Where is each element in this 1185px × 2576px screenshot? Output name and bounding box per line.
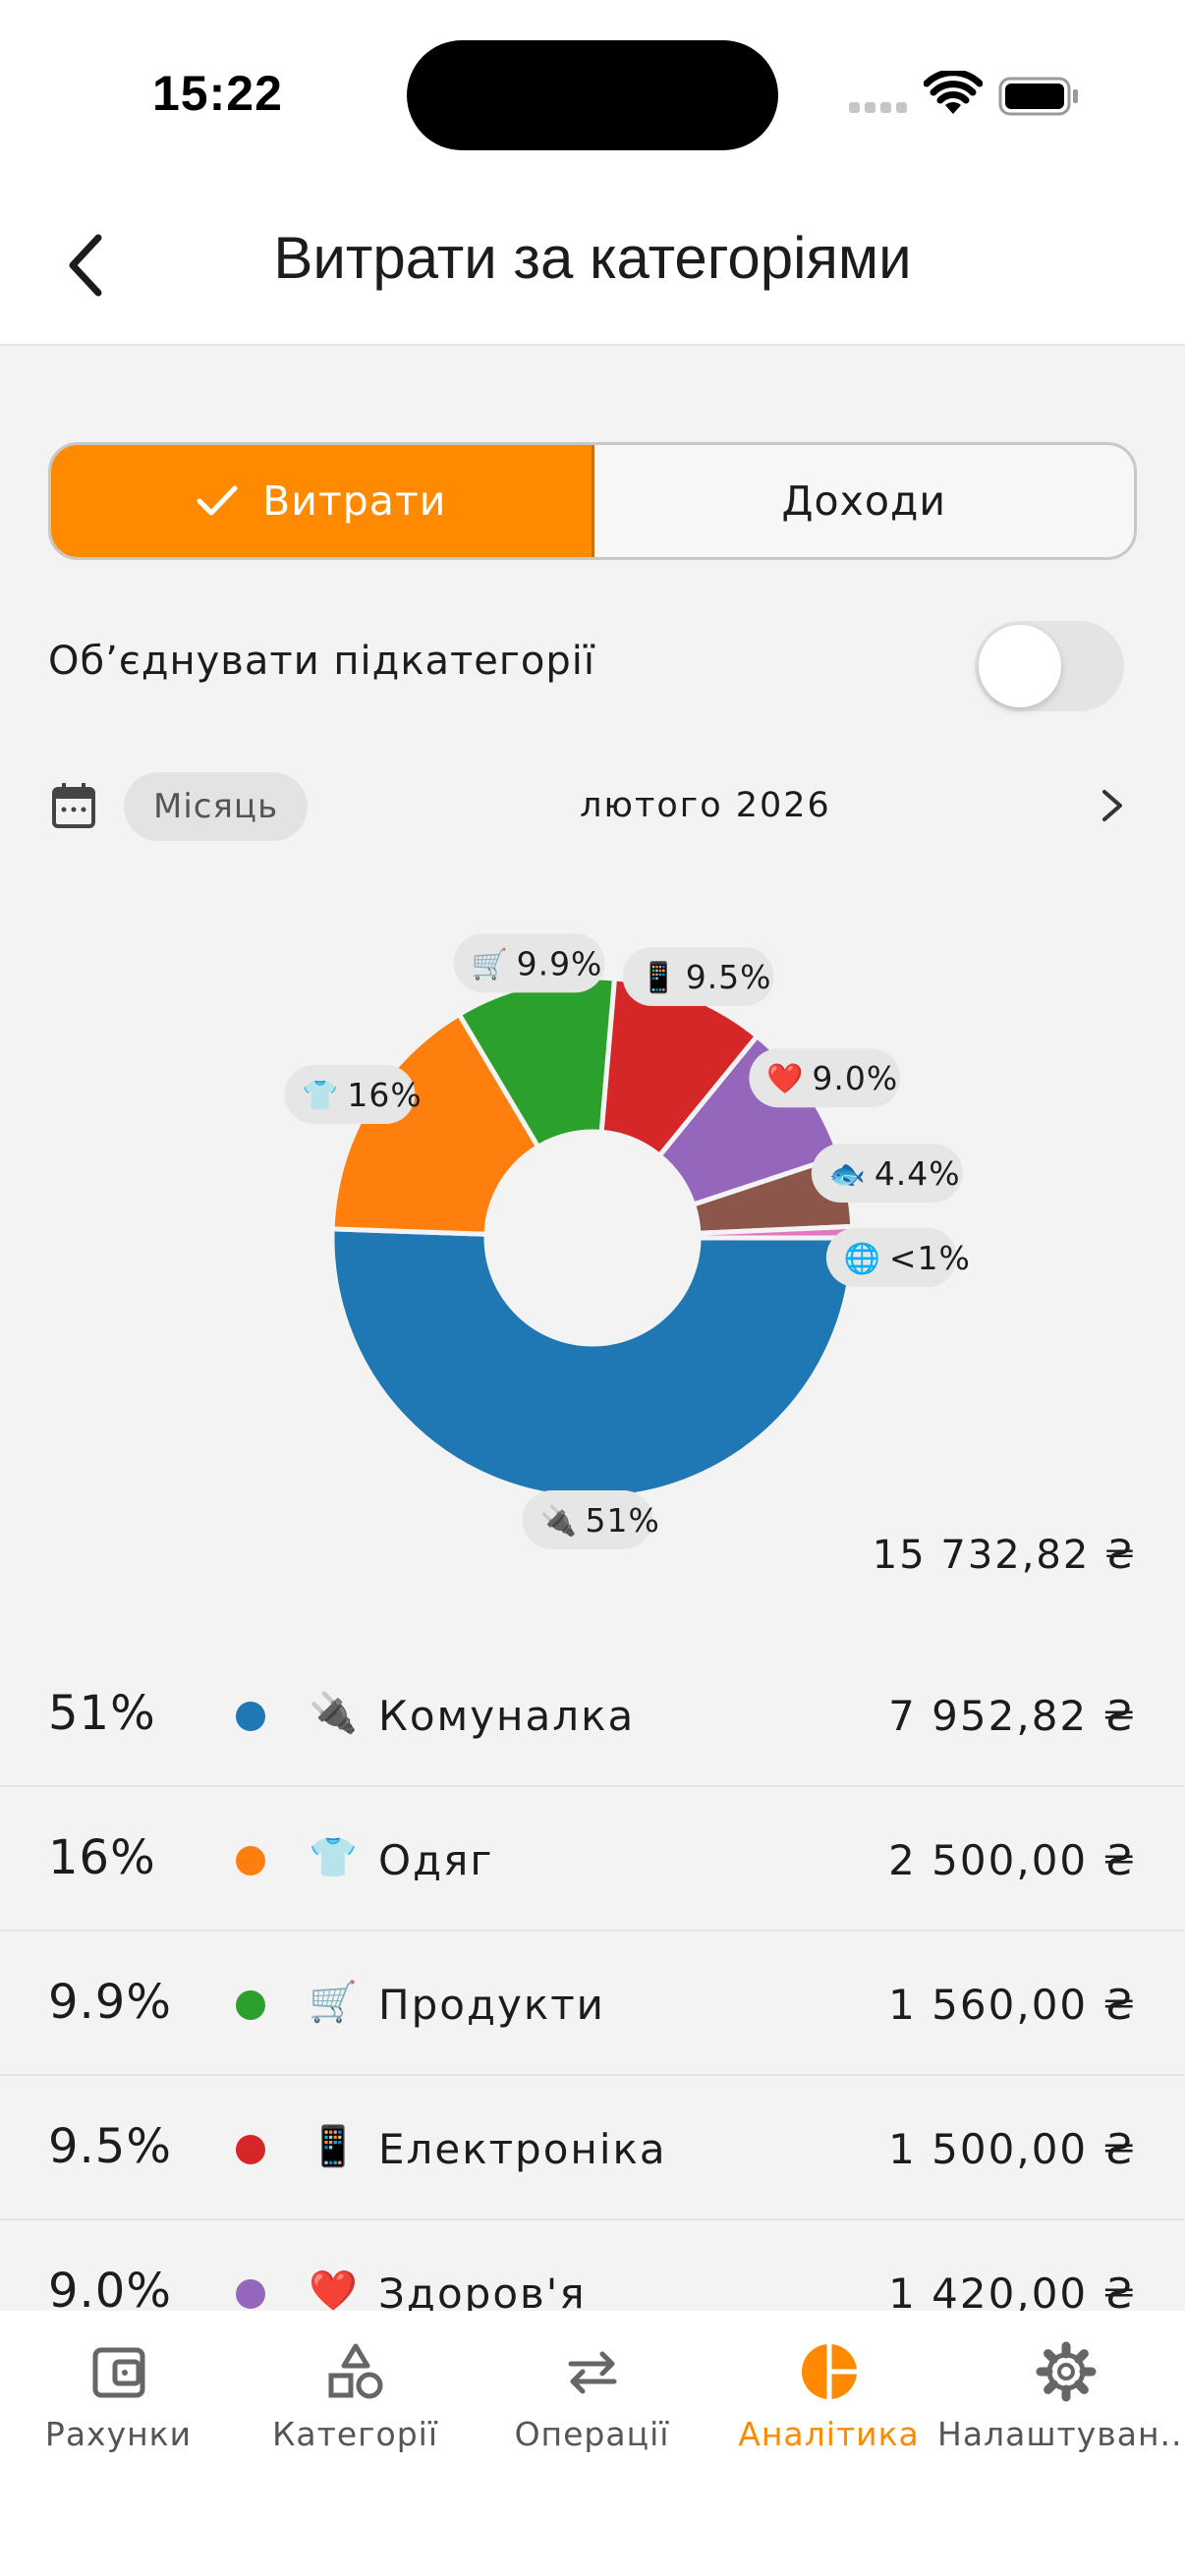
list-item-name: Одяг [378,1836,494,1884]
list-item-name: Продукти [378,1981,605,2029]
slice-label-icon: 📱 [641,960,677,995]
dynamic-island [407,40,778,150]
tab-categories-label: Категорії [272,2415,438,2453]
list-item-color-dot [236,1846,265,1876]
slice-label-icon: 👕 [302,1079,338,1113]
list-item-amount: 7 952,82 ₴ [888,1692,1137,1740]
gear-icon [1036,2341,1096,2402]
segment-expenses-label: Витрати [262,477,447,525]
slice-label-text: 9.5% [686,958,772,996]
slice-label-icon: 🌐 [844,1241,880,1276]
list-item[interactable]: 16% 👕 Одяг 2 500,00 ₴ [0,1787,1185,1932]
slice-label: 🔌 51% [522,1489,660,1549]
list-item-name: Комуналка [378,1692,636,1740]
tshirt-icon: 👕 [309,1835,358,1880]
slice-label-icon: 🐟 [829,1157,866,1192]
list-item-percent: 9.5% [48,2119,172,2174]
list-item-percent: 16% [48,1830,156,1885]
status-bar: 15:22 [0,0,1185,187]
pie-chart-icon [801,2344,857,2399]
slice-label: 🐟 4.4% [811,1144,963,1204]
list-item[interactable]: 9.9% 🛒 Продукти 1 560,00 ₴ [0,1932,1185,2076]
list-item[interactable]: 9.5% 📱 Електроніка 1 500,00 ₴ [0,2076,1185,2220]
category-list: 51% 🔌 Комуналка 7 952,82 ₴ 16% 👕 Одяг 2 … [0,1643,1185,2365]
period-label: лютого 2026 [580,786,831,825]
shapes-icon [328,2343,382,2399]
slice-label: ❤️ 9.0% [749,1048,901,1108]
tab-settings[interactable]: Налаштуван... [937,2311,1185,2478]
list-item-color-dot [236,1990,265,2020]
period-selector: Місяць лютого 2026 [0,766,1185,845]
list-item-name: Електроніка [378,2125,667,2173]
pie-slice[interactable] [455,975,618,1150]
list-item-percent: 51% [48,1686,156,1741]
checkmark-icon [197,485,238,516]
type-segmented-control: Витрати Доходи [48,442,1137,560]
wallet-icon [92,2347,144,2398]
list-item-amount: 1 500,00 ₴ [888,2125,1137,2173]
toggle-knob [979,625,1061,707]
tab-settings-label: Налаштуван... [937,2415,1185,2453]
segment-income-label: Доходи [781,477,946,525]
period-mode-chip[interactable]: Місяць [124,772,309,841]
slice-label-icon: ❤️ [766,1062,804,1096]
page-title: Витрати за категоріями [273,225,912,291]
transfer-arrows-icon [568,2351,616,2394]
cellular-signal-icon [849,102,908,116]
slice-label: 🌐 <1% [825,1227,971,1287]
slice-label-text: 4.4% [875,1154,961,1193]
list-item-color-dot [236,1702,265,1731]
slice-label-icon: 🔌 [540,1503,577,1539]
chevron-left-icon[interactable] [51,226,120,305]
list-item-color-dot [236,2135,265,2164]
slice-label-text: 9.9% [517,944,603,982]
slice-label-icon: 🛒 [472,946,508,981]
tab-analytics[interactable]: Аналітика [710,2311,947,2478]
navigation-bar: Витрати за категоріями [0,187,1185,346]
tab-accounts[interactable]: Рахунки [0,2311,237,2478]
chart-total: 15 732,82 ₴ [872,1533,1137,1578]
plug-icon: 🔌 [309,1691,358,1736]
slice-label-text: <1% [889,1239,971,1277]
list-item-amount: 1 420,00 ₴ [888,2269,1137,2318]
tab-categories[interactable]: Категорії [237,2311,474,2478]
list-item-color-dot [236,2279,265,2309]
shopping-cart-icon: 🛒 [309,1980,358,2025]
tab-operations[interactable]: Операції [474,2311,710,2478]
list-item-amount: 2 500,00 ₴ [888,1836,1137,1884]
wifi-icon [924,71,983,114]
tab-operations-label: Операції [514,2415,670,2453]
slice-label: 📱 9.5% [622,946,774,1006]
slice-label: 👕 16% [284,1064,422,1124]
battery-icon [998,77,1078,116]
list-item-name: Здоров'я [378,2269,587,2318]
pie-slice[interactable] [329,1010,542,1237]
list-item-percent: 9.9% [48,1975,172,2030]
slice-label-text: 9.0% [812,1059,898,1097]
segment-expenses[interactable]: Витрати [51,445,594,557]
pie-slice[interactable] [329,1226,856,1501]
mobile-phone-icon: 📱 [309,2124,358,2169]
tab-accounts-label: Рахунки [44,2415,193,2453]
merge-subcategories-toggle[interactable] [975,621,1124,711]
status-time: 15:22 [152,66,283,121]
category-donut-chart: 🔌 51% 👕 16% 🛒 9.9% 📱 9.5% ❤️ 9.0% 🐟 4.4% 🌐 <1% [284,933,971,1549]
merge-subcategories-label: Об’єднувати підкатегорії [48,639,596,684]
tab-analytics-label: Аналітика [738,2415,920,2453]
slice-label-text: 16% [347,1076,422,1114]
segment-income[interactable]: Доходи [594,445,1135,557]
calendar-icon[interactable] [51,782,96,829]
tab-bar: Рахунки Категорії Операції Аналітика [0,2311,1185,2576]
list-item[interactable]: 51% 🔌 Комуналка 7 952,82 ₴ [0,1643,1185,1787]
chevron-right-icon[interactable] [1095,784,1130,827]
slice-label: 🛒 9.9% [453,933,605,993]
list-item-amount: 1 560,00 ₴ [888,1981,1137,2029]
list-item-percent: 9.0% [48,2264,172,2319]
slice-label-text: 51% [586,1501,660,1540]
heart-icon: ❤️ [309,2268,358,2314]
